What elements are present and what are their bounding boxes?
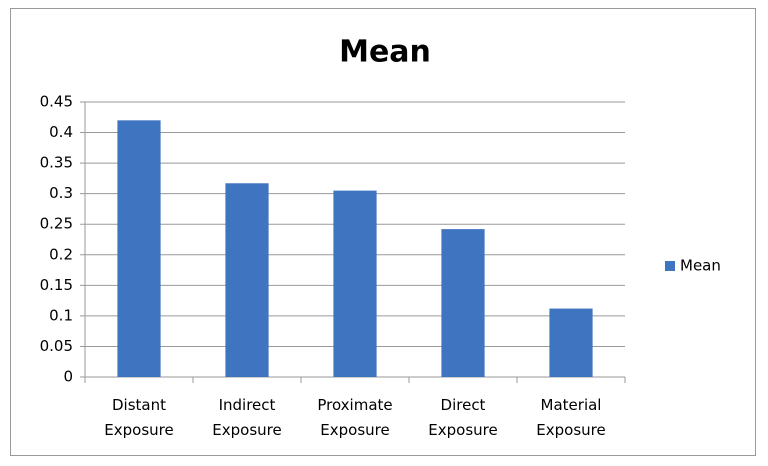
x-tick-label: Direct Exposure <box>428 396 497 439</box>
x-tick-label: Distant Exposure <box>104 396 173 439</box>
y-tick-label: 0.4 <box>49 123 73 141</box>
bar <box>225 183 269 377</box>
y-tick-label: 0.35 <box>40 154 73 172</box>
y-tick-label: 0.3 <box>49 184 73 202</box>
y-tick-label: 0 <box>63 368 73 386</box>
bar <box>441 229 485 377</box>
y-tick-label: 0.15 <box>40 276 73 294</box>
legend-label: Mean <box>680 257 721 275</box>
chart-title: Mean <box>339 35 431 70</box>
x-tick-label: Material Exposure <box>536 396 605 439</box>
y-tick-label: 0.2 <box>49 245 73 263</box>
y-tick-label: 0.25 <box>40 215 73 233</box>
y-tick-label: 0.05 <box>40 337 73 355</box>
legend-swatch <box>665 261 675 271</box>
bar <box>333 190 377 377</box>
x-tick-label: Indirect Exposure <box>212 396 281 439</box>
x-tick-label: Proximate Exposure <box>317 396 392 439</box>
y-tick-label: 0.45 <box>40 93 73 111</box>
y-tick-label: 0.1 <box>49 306 73 324</box>
bar <box>549 308 593 377</box>
bar <box>117 120 161 377</box>
